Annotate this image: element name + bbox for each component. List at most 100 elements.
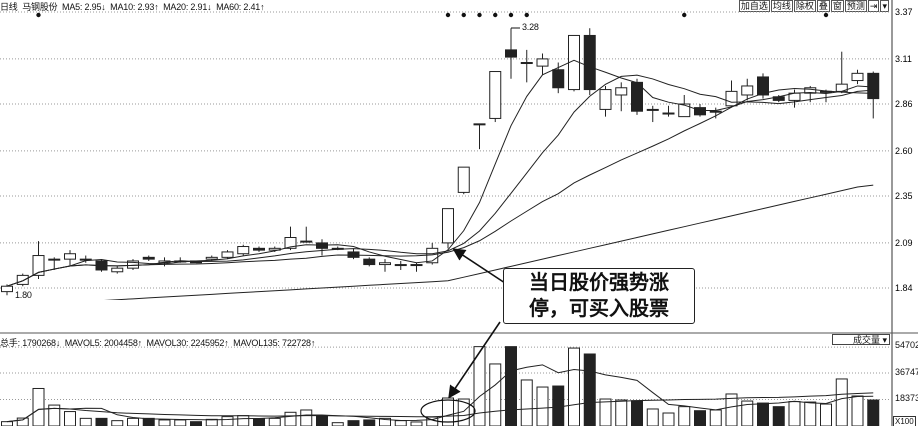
volume-bar bbox=[127, 417, 139, 426]
volume-bar bbox=[631, 400, 643, 426]
volume-bar bbox=[158, 419, 171, 426]
signal-marker bbox=[477, 12, 482, 18]
ma20-readout: MA20: 2.91↓ bbox=[163, 2, 212, 12]
volume-tick: 36747 bbox=[895, 367, 918, 377]
candle-body bbox=[394, 264, 407, 267]
candle-body bbox=[127, 260, 139, 269]
volume-bar bbox=[363, 419, 376, 426]
candle-body bbox=[851, 72, 864, 82]
candle-body bbox=[678, 103, 691, 118]
volume-bar bbox=[851, 395, 864, 426]
candle-body bbox=[520, 62, 533, 65]
low-price-label: 1.80 bbox=[15, 290, 32, 300]
period-label: 日线 bbox=[0, 2, 18, 12]
volume-header: 总手: 1790268↓ MAVOL5: 2004458↑ MAVOL30: 2… bbox=[0, 336, 315, 349]
candle-body bbox=[725, 90, 738, 107]
mavol5-readout: MAVOL5: 2004458↑ bbox=[64, 338, 142, 348]
ma-lines-button[interactable]: 均线 bbox=[770, 0, 793, 12]
candle-body bbox=[410, 264, 423, 267]
candle-body bbox=[536, 58, 549, 67]
volume-bar bbox=[32, 387, 45, 426]
price-header: 日线 马钢股份 MA5: 2.95↓ MA10: 2.93↑ MA20: 2.9… bbox=[0, 0, 265, 13]
candle-body bbox=[804, 87, 817, 94]
candle-body bbox=[253, 247, 265, 251]
price-tick-label: 2.35 bbox=[895, 191, 913, 201]
candle-body bbox=[646, 108, 659, 111]
ma10-readout: MA10: 2.93↑ bbox=[110, 2, 159, 12]
annotation-arrow-volume bbox=[448, 321, 501, 399]
volume-bar bbox=[95, 417, 108, 426]
candle-body bbox=[583, 34, 596, 91]
candle-body bbox=[709, 110, 722, 113]
volume-bar bbox=[205, 418, 218, 426]
candle-body bbox=[379, 262, 391, 266]
volume-bar bbox=[394, 420, 407, 426]
price-tick-label: 3.11 bbox=[895, 54, 912, 64]
signal-marker bbox=[823, 12, 829, 18]
candle-body bbox=[205, 256, 218, 260]
volume-bar bbox=[520, 379, 533, 426]
candle-body bbox=[237, 246, 250, 255]
high-price-label: 3.28 bbox=[522, 22, 539, 32]
candle-body bbox=[867, 72, 880, 100]
candle-body bbox=[694, 107, 706, 116]
candle-body bbox=[363, 258, 376, 266]
add-watchlist-button[interactable]: 加自选 bbox=[738, 0, 770, 12]
volume-bar bbox=[694, 410, 706, 426]
signal-marker bbox=[461, 12, 466, 18]
volume-bar bbox=[568, 347, 580, 426]
volume-tick: 18373 bbox=[895, 393, 918, 403]
overlay-button[interactable]: 叠 bbox=[816, 0, 830, 12]
volume-bar bbox=[142, 417, 155, 426]
volume-highlight-ellipse bbox=[420, 399, 476, 423]
volume-unit-label: X100 bbox=[893, 416, 916, 426]
volume-bar bbox=[662, 412, 675, 426]
volume-bar bbox=[268, 417, 281, 426]
candle-body bbox=[489, 71, 502, 119]
volume-bar bbox=[678, 406, 691, 426]
volume-bar bbox=[583, 353, 596, 426]
volume-bar bbox=[300, 409, 313, 426]
mavol5-line bbox=[6, 364, 874, 423]
indicator-select[interactable]: 成交量 ▾ bbox=[832, 334, 890, 345]
mavol135-readout: MAVOL135: 722728↑ bbox=[233, 338, 316, 348]
volume-bar bbox=[237, 415, 250, 426]
ma5-readout: MA5: 2.95↓ bbox=[62, 2, 106, 12]
volume-bar bbox=[615, 399, 628, 426]
dropdown-icon[interactable]: ▾ bbox=[880, 0, 889, 12]
candle-body bbox=[16, 274, 29, 285]
volume-bar bbox=[820, 403, 832, 426]
volume-bar bbox=[757, 402, 769, 426]
candle-body bbox=[457, 166, 470, 193]
volume-bar bbox=[16, 417, 29, 426]
stock-name: 马钢股份 bbox=[22, 2, 58, 12]
volume-bar bbox=[473, 346, 486, 426]
candle-body bbox=[221, 251, 234, 258]
candle-body bbox=[300, 240, 313, 243]
ma60-line bbox=[103, 184, 874, 300]
volume-bar bbox=[709, 409, 722, 426]
candle-body bbox=[284, 237, 297, 249]
candle-body bbox=[316, 242, 328, 249]
total-volume-readout: 总手: 1790268↓ bbox=[0, 338, 61, 348]
annotation-box: 当日股价强势涨 停，可买入股票 bbox=[503, 268, 695, 324]
price-tick-label: 2.60 bbox=[895, 146, 913, 156]
volume-bar bbox=[79, 417, 92, 426]
volume-bar bbox=[221, 416, 234, 426]
volume-bar bbox=[1, 421, 13, 426]
ma5-line bbox=[6, 59, 874, 287]
candle-body bbox=[757, 76, 769, 96]
volume-bar bbox=[804, 401, 817, 426]
candle-body bbox=[442, 208, 454, 244]
volume-bar bbox=[536, 386, 549, 426]
volume-bar bbox=[111, 420, 124, 426]
volume-bar bbox=[505, 346, 517, 426]
ma10-line bbox=[6, 74, 874, 287]
signal-marker bbox=[445, 12, 451, 18]
candle-body bbox=[142, 256, 155, 260]
candle-body bbox=[599, 89, 612, 110]
volume-bar bbox=[410, 421, 423, 426]
mavol30-readout: MAVOL30: 2245952↑ bbox=[146, 338, 229, 348]
